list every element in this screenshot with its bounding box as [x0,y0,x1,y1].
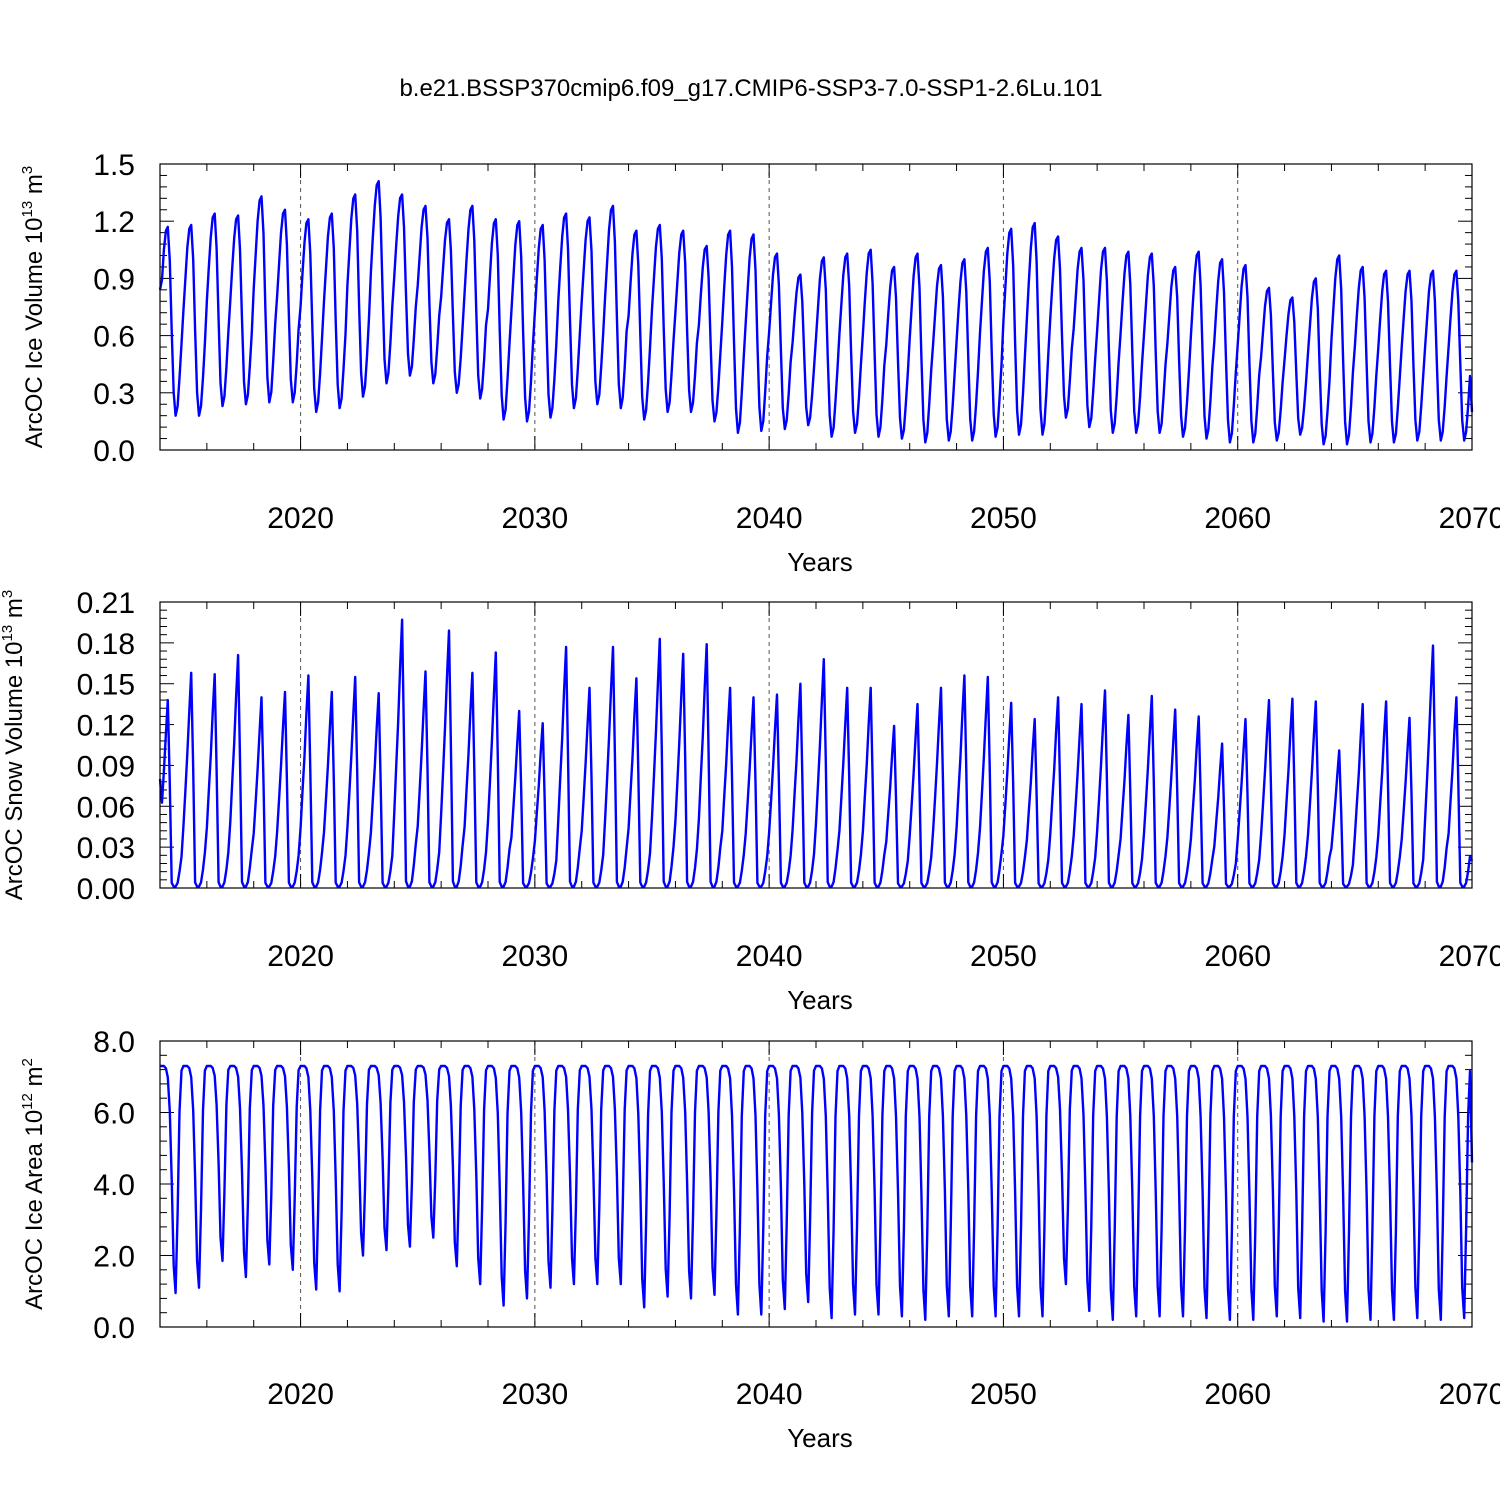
series-line-ice-area [160,1064,1474,1323]
y-tick-label: 0.3 [93,378,135,411]
x-tick-label: 2050 [970,940,1037,973]
plot-frame [159,601,1473,889]
x-tick-label: 2020 [267,502,334,535]
y-tick-label: 4.0 [93,1169,135,1202]
series-line-ice-volume [158,180,1474,446]
plot-frame [159,163,1473,451]
y-tick-label: 0.0 [93,1312,135,1345]
panel-snow-volume: 0.00 0.03 0.06 0.09 0.12 0.15 0.18 0.21 2020 2030… [0,587,1500,1015]
y-tick-label: 6.0 [93,1098,135,1131]
y-tick-label: 0.9 [93,263,135,296]
y-tick-label: 1.5 [93,149,135,182]
y-tick-label: 0.03 [77,832,135,865]
x-tick-label: 2040 [736,1378,803,1411]
x-axis-label: Years [787,1423,853,1453]
y-axis-label: ArcOC Ice Volume 1013 m3 [19,166,48,448]
y-tick-label: 0.18 [77,628,135,661]
x-tick-label: 2070 [1439,502,1500,535]
x-tick-label: 2040 [736,940,803,973]
y-tick-label: 0.0 [93,435,135,468]
x-tick-label: 2060 [1204,940,1271,973]
panel-ice-volume: 0.0 0.3 0.6 0.9 1.2 1.5 2020 2030 2040 2050 2060 20… [19,149,1500,577]
x-tick-label: 2050 [970,502,1037,535]
x-tick-label: 2020 [267,940,334,973]
x-tick-label: 2060 [1204,502,1271,535]
x-tick-label: 2030 [501,1378,568,1411]
x-tick-label: 2070 [1439,940,1500,973]
panels: 0.0 0.3 0.6 0.9 1.2 1.5 2020 2030 2040 2050 2060 20… [0,149,1500,1453]
x-tick-label: 2020 [267,1378,334,1411]
y-tick-label: 0.00 [77,873,135,906]
x-tick-label: 2040 [736,502,803,535]
y-tick-label: 0.09 [77,750,135,783]
y-tick-label: 0.15 [77,669,135,702]
y-tick-label: 0.12 [77,710,135,743]
y-tick-label: 0.21 [77,587,135,620]
x-tick-label: 2030 [501,502,568,535]
panel-ice-area: 0.0 2.0 4.0 6.0 8.0 2020 2030 2040 2050 2060 2070 Y… [19,1026,1500,1453]
x-axis-label: Years [787,547,853,577]
x-axis-label: Years [787,985,853,1015]
y-axis-label: ArcOC Snow Volume 1013 m3 [0,590,28,901]
y-tick-label: 2.0 [93,1241,135,1274]
x-tick-label: 2050 [970,1378,1037,1411]
figure-title: b.e21.BSSP370cmip6.f09_g17.CMIP6-SSP3-7.… [399,75,1102,102]
y-tick-label: 8.0 [93,1026,135,1059]
x-tick-label: 2060 [1204,1378,1271,1411]
y-tick-label: 0.6 [93,321,135,354]
series-line-snow-volume [158,618,1474,888]
y-tick-label: 1.2 [93,206,135,239]
plot-frame [159,1040,1473,1328]
y-tick-label: 0.06 [77,791,135,824]
y-axis-label: ArcOC Ice Area 1012 m2 [19,1058,48,1310]
x-tick-label: 2070 [1439,1378,1500,1411]
x-tick-label: 2030 [501,940,568,973]
